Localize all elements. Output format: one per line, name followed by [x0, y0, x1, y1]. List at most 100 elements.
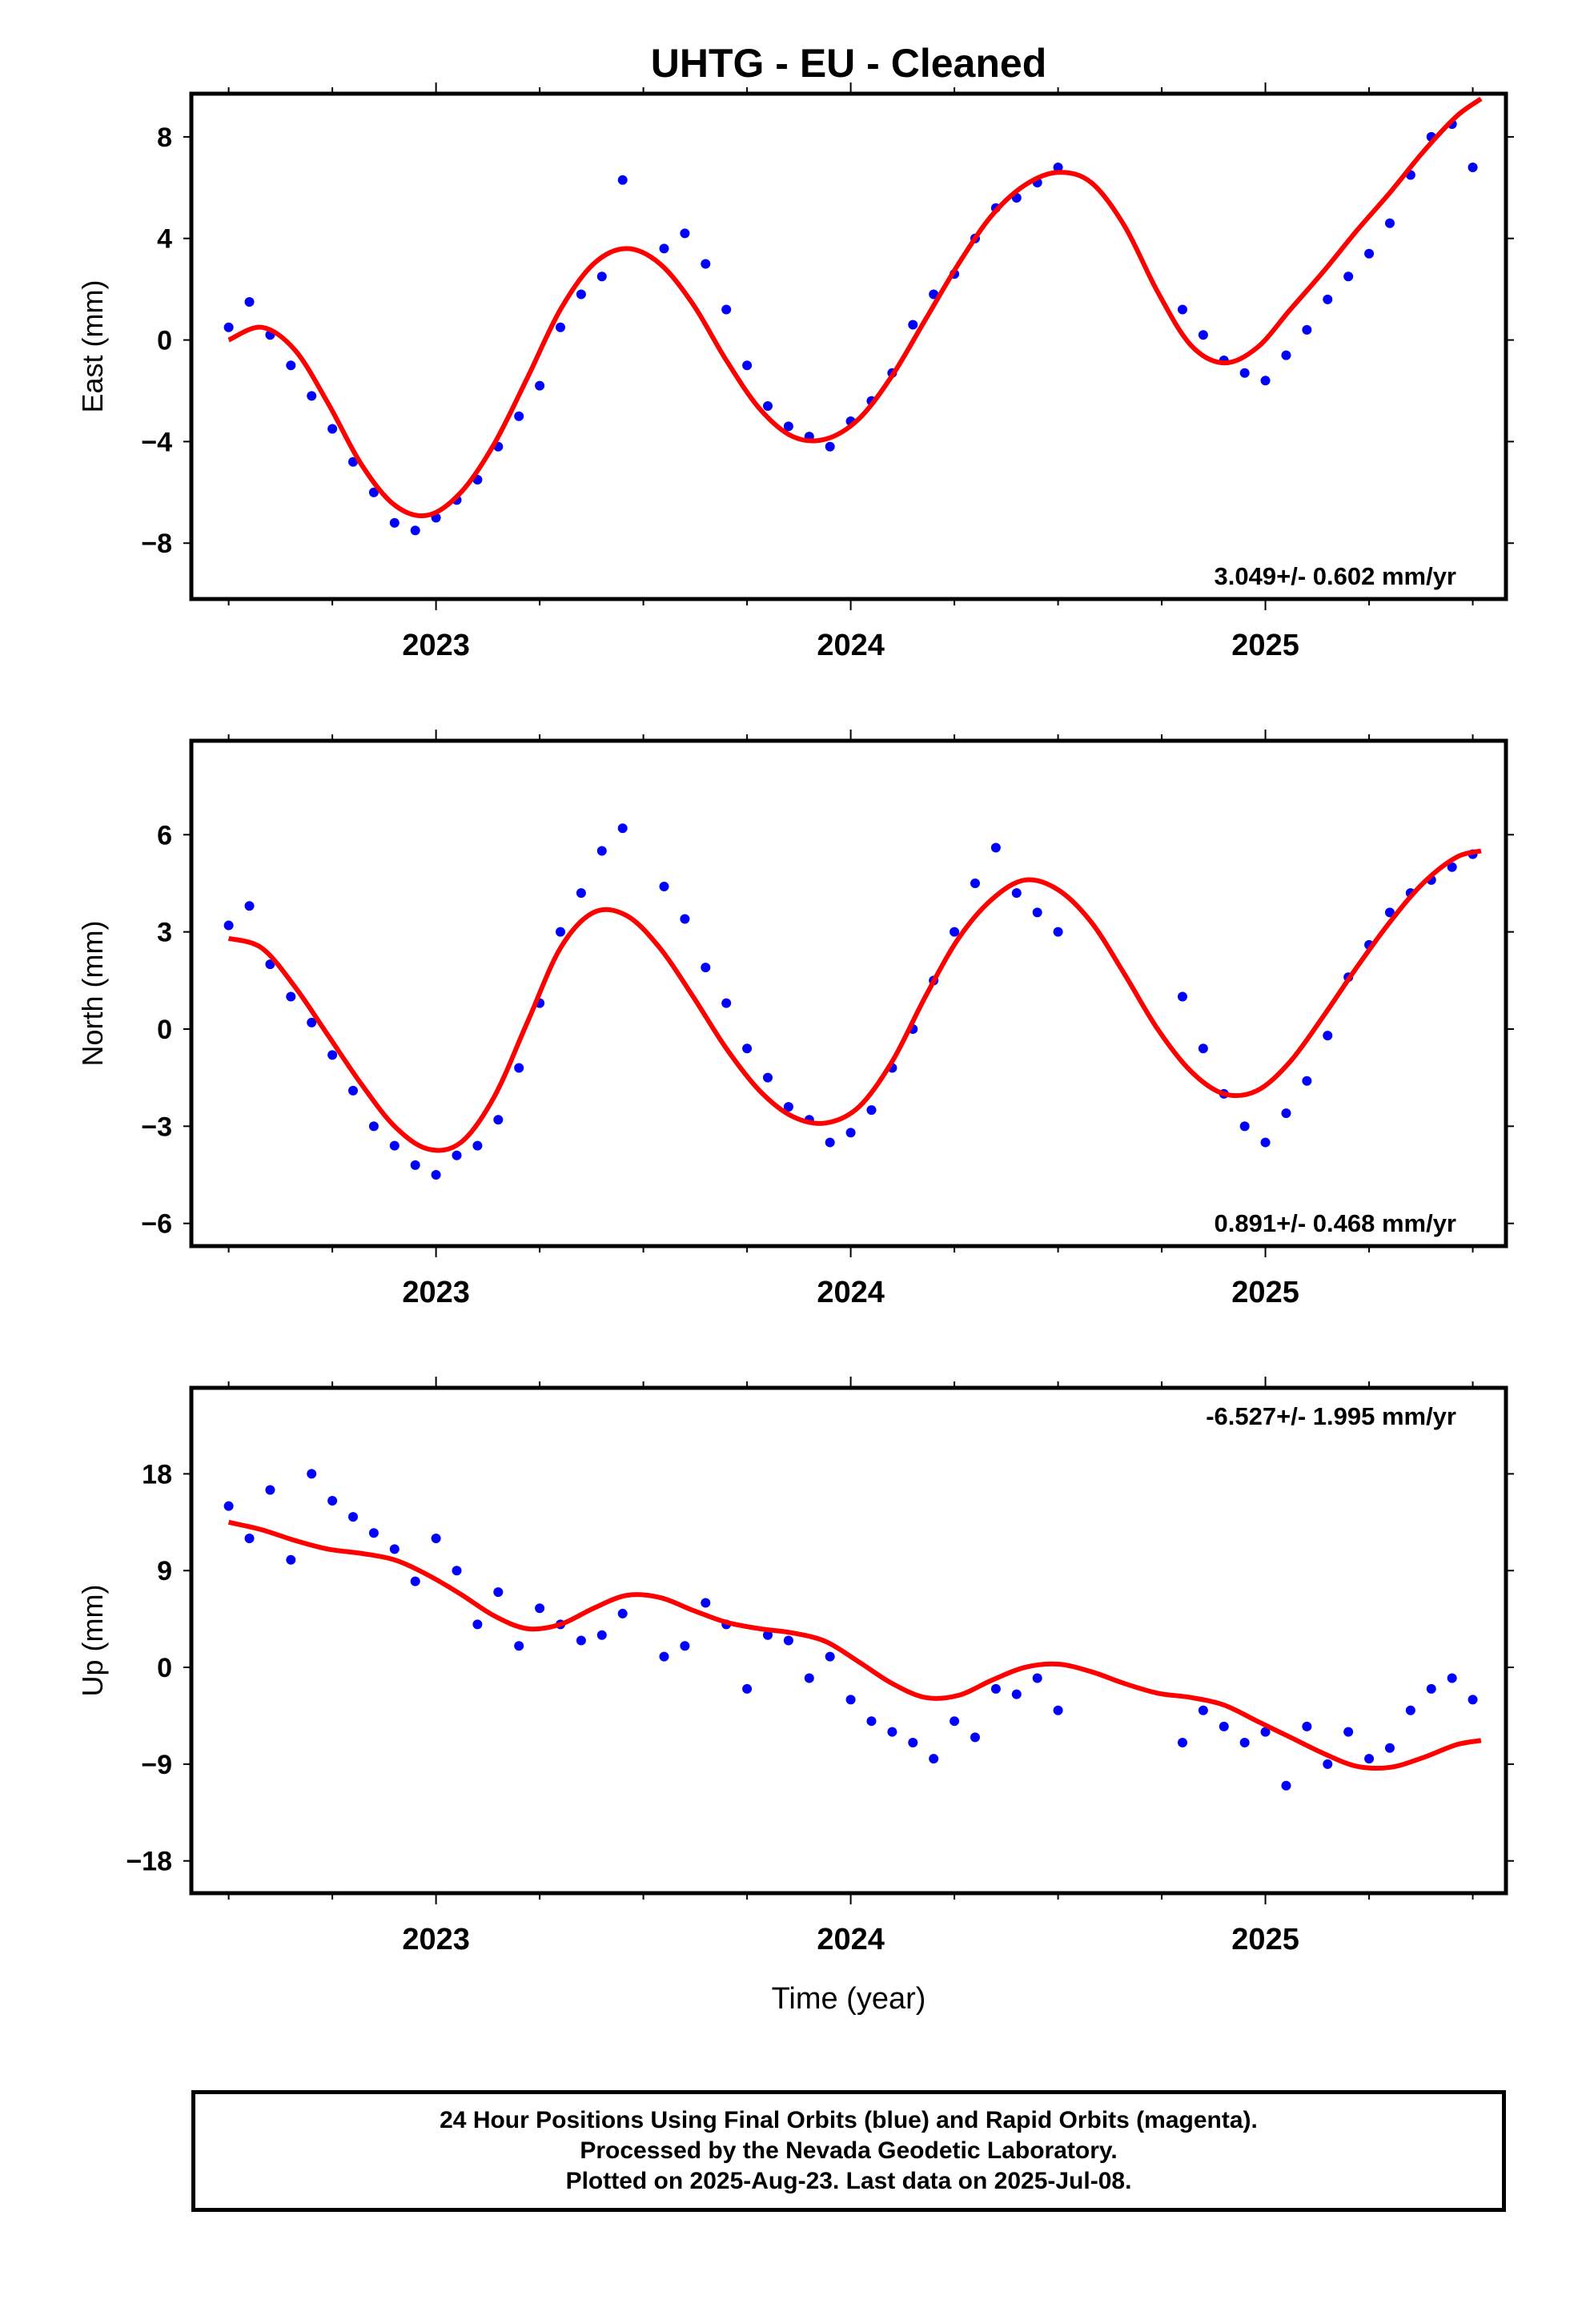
data-point: [1177, 1738, 1187, 1748]
data-point: [1468, 162, 1478, 172]
data-point: [1198, 1043, 1208, 1054]
data-point: [493, 1587, 504, 1598]
data-point: [307, 1469, 317, 1479]
plot-frame: [189, 91, 1508, 601]
data-point: [950, 1716, 960, 1727]
data-point: [286, 360, 296, 371]
data-point: [1219, 1721, 1229, 1731]
data-point: [368, 487, 379, 497]
y-tick-label: −6: [141, 1209, 172, 1240]
data-point: [535, 1603, 545, 1614]
data-point: [472, 1619, 483, 1630]
y-tick-label: 9: [157, 1556, 172, 1586]
data-point: [866, 1716, 877, 1727]
data-point: [1053, 927, 1063, 937]
data-point: [576, 289, 586, 300]
model-fit-line: [227, 848, 1482, 1153]
data-point: [1239, 1121, 1250, 1132]
data-point: [1011, 1689, 1022, 1699]
data-point: [1405, 1705, 1415, 1715]
data-point: [1302, 1076, 1312, 1086]
data-point: [1384, 218, 1395, 228]
data-point: [1260, 376, 1271, 386]
data-point: [659, 1651, 669, 1662]
data-point: [1323, 294, 1333, 304]
data-point: [1011, 888, 1022, 899]
data-point: [223, 322, 234, 332]
y-tick-label: 0: [157, 1653, 172, 1683]
velocity-rate-label: 0.891+/- 0.468 mm/yr: [1215, 1209, 1456, 1237]
data-point: [825, 441, 835, 452]
data-point: [701, 963, 711, 973]
data-point: [617, 1608, 628, 1618]
x-tick-label: 2025: [1231, 1923, 1299, 1956]
model-fit-line: [227, 1519, 1482, 1771]
data-point: [1426, 1683, 1436, 1694]
data-point: [223, 1501, 234, 1511]
x-tick-label: 2023: [402, 1923, 470, 1956]
data-point: [472, 1140, 483, 1151]
data-point: [556, 927, 566, 937]
data-point: [1468, 1695, 1478, 1705]
data-point: [1032, 907, 1042, 918]
data-point: [514, 411, 524, 421]
data-point: [825, 1137, 835, 1148]
y-tick-label: 0: [157, 326, 172, 356]
data-point: [368, 1121, 379, 1132]
plot-area: [223, 96, 1483, 536]
velocity-rate-label: -6.527+/- 1.995 mm/yr: [1206, 1402, 1456, 1430]
velocity-rate-label: 3.049+/- 0.602 mm/yr: [1215, 562, 1456, 590]
data-point: [596, 271, 607, 282]
data-point: [307, 391, 317, 401]
data-point: [348, 1085, 359, 1096]
data-point: [701, 1598, 711, 1608]
data-point: [244, 901, 255, 911]
data-point: [596, 846, 607, 856]
data-point: [265, 959, 275, 970]
data-point: [1177, 991, 1187, 1002]
y-tick-label: −9: [141, 1750, 172, 1780]
data-point: [762, 401, 773, 412]
data-point: [1364, 1754, 1375, 1764]
data-point: [493, 1115, 504, 1125]
data-point: [452, 1150, 462, 1160]
data-point: [617, 175, 628, 185]
x-tick-label: 2024: [817, 1923, 885, 1956]
data-point: [1198, 1705, 1208, 1715]
data-point: [659, 243, 669, 254]
data-point: [244, 297, 255, 308]
data-point: [701, 259, 711, 269]
data-point: [1323, 1031, 1333, 1041]
data-point: [783, 1635, 793, 1646]
data-point: [431, 1170, 441, 1180]
data-point: [990, 1683, 1001, 1694]
data-point: [721, 998, 732, 1008]
data-point: [1281, 1780, 1291, 1791]
panel-up: −18 −9 0 9 18 2023 2024 2025 Up (mm) -6.527+/- 1.…: [76, 1377, 1514, 1956]
data-point: [1198, 330, 1208, 340]
data-point: [742, 1683, 753, 1694]
data-point: [783, 1102, 793, 1112]
data-point: [721, 304, 732, 315]
data-point: [742, 360, 753, 371]
data-point: [389, 1140, 400, 1151]
data-point: [368, 1528, 379, 1538]
x-tick-label: 2024: [817, 1276, 885, 1309]
data-point: [244, 1533, 255, 1543]
data-point: [845, 1695, 856, 1705]
data-point: [887, 1727, 897, 1737]
data-point: [804, 1673, 814, 1683]
x-tick-label: 2025: [1231, 1276, 1299, 1309]
data-point: [1384, 1743, 1395, 1753]
data-point: [950, 927, 960, 937]
data-point: [327, 1495, 338, 1506]
data-point: [1032, 1673, 1042, 1683]
data-point: [617, 823, 628, 834]
data-point: [535, 380, 545, 391]
data-point: [762, 1072, 773, 1083]
data-point: [680, 228, 690, 239]
data-point: [265, 1485, 275, 1495]
data-point: [410, 525, 420, 536]
x-tick-label: 2024: [817, 629, 885, 662]
data-point: [327, 1050, 338, 1060]
